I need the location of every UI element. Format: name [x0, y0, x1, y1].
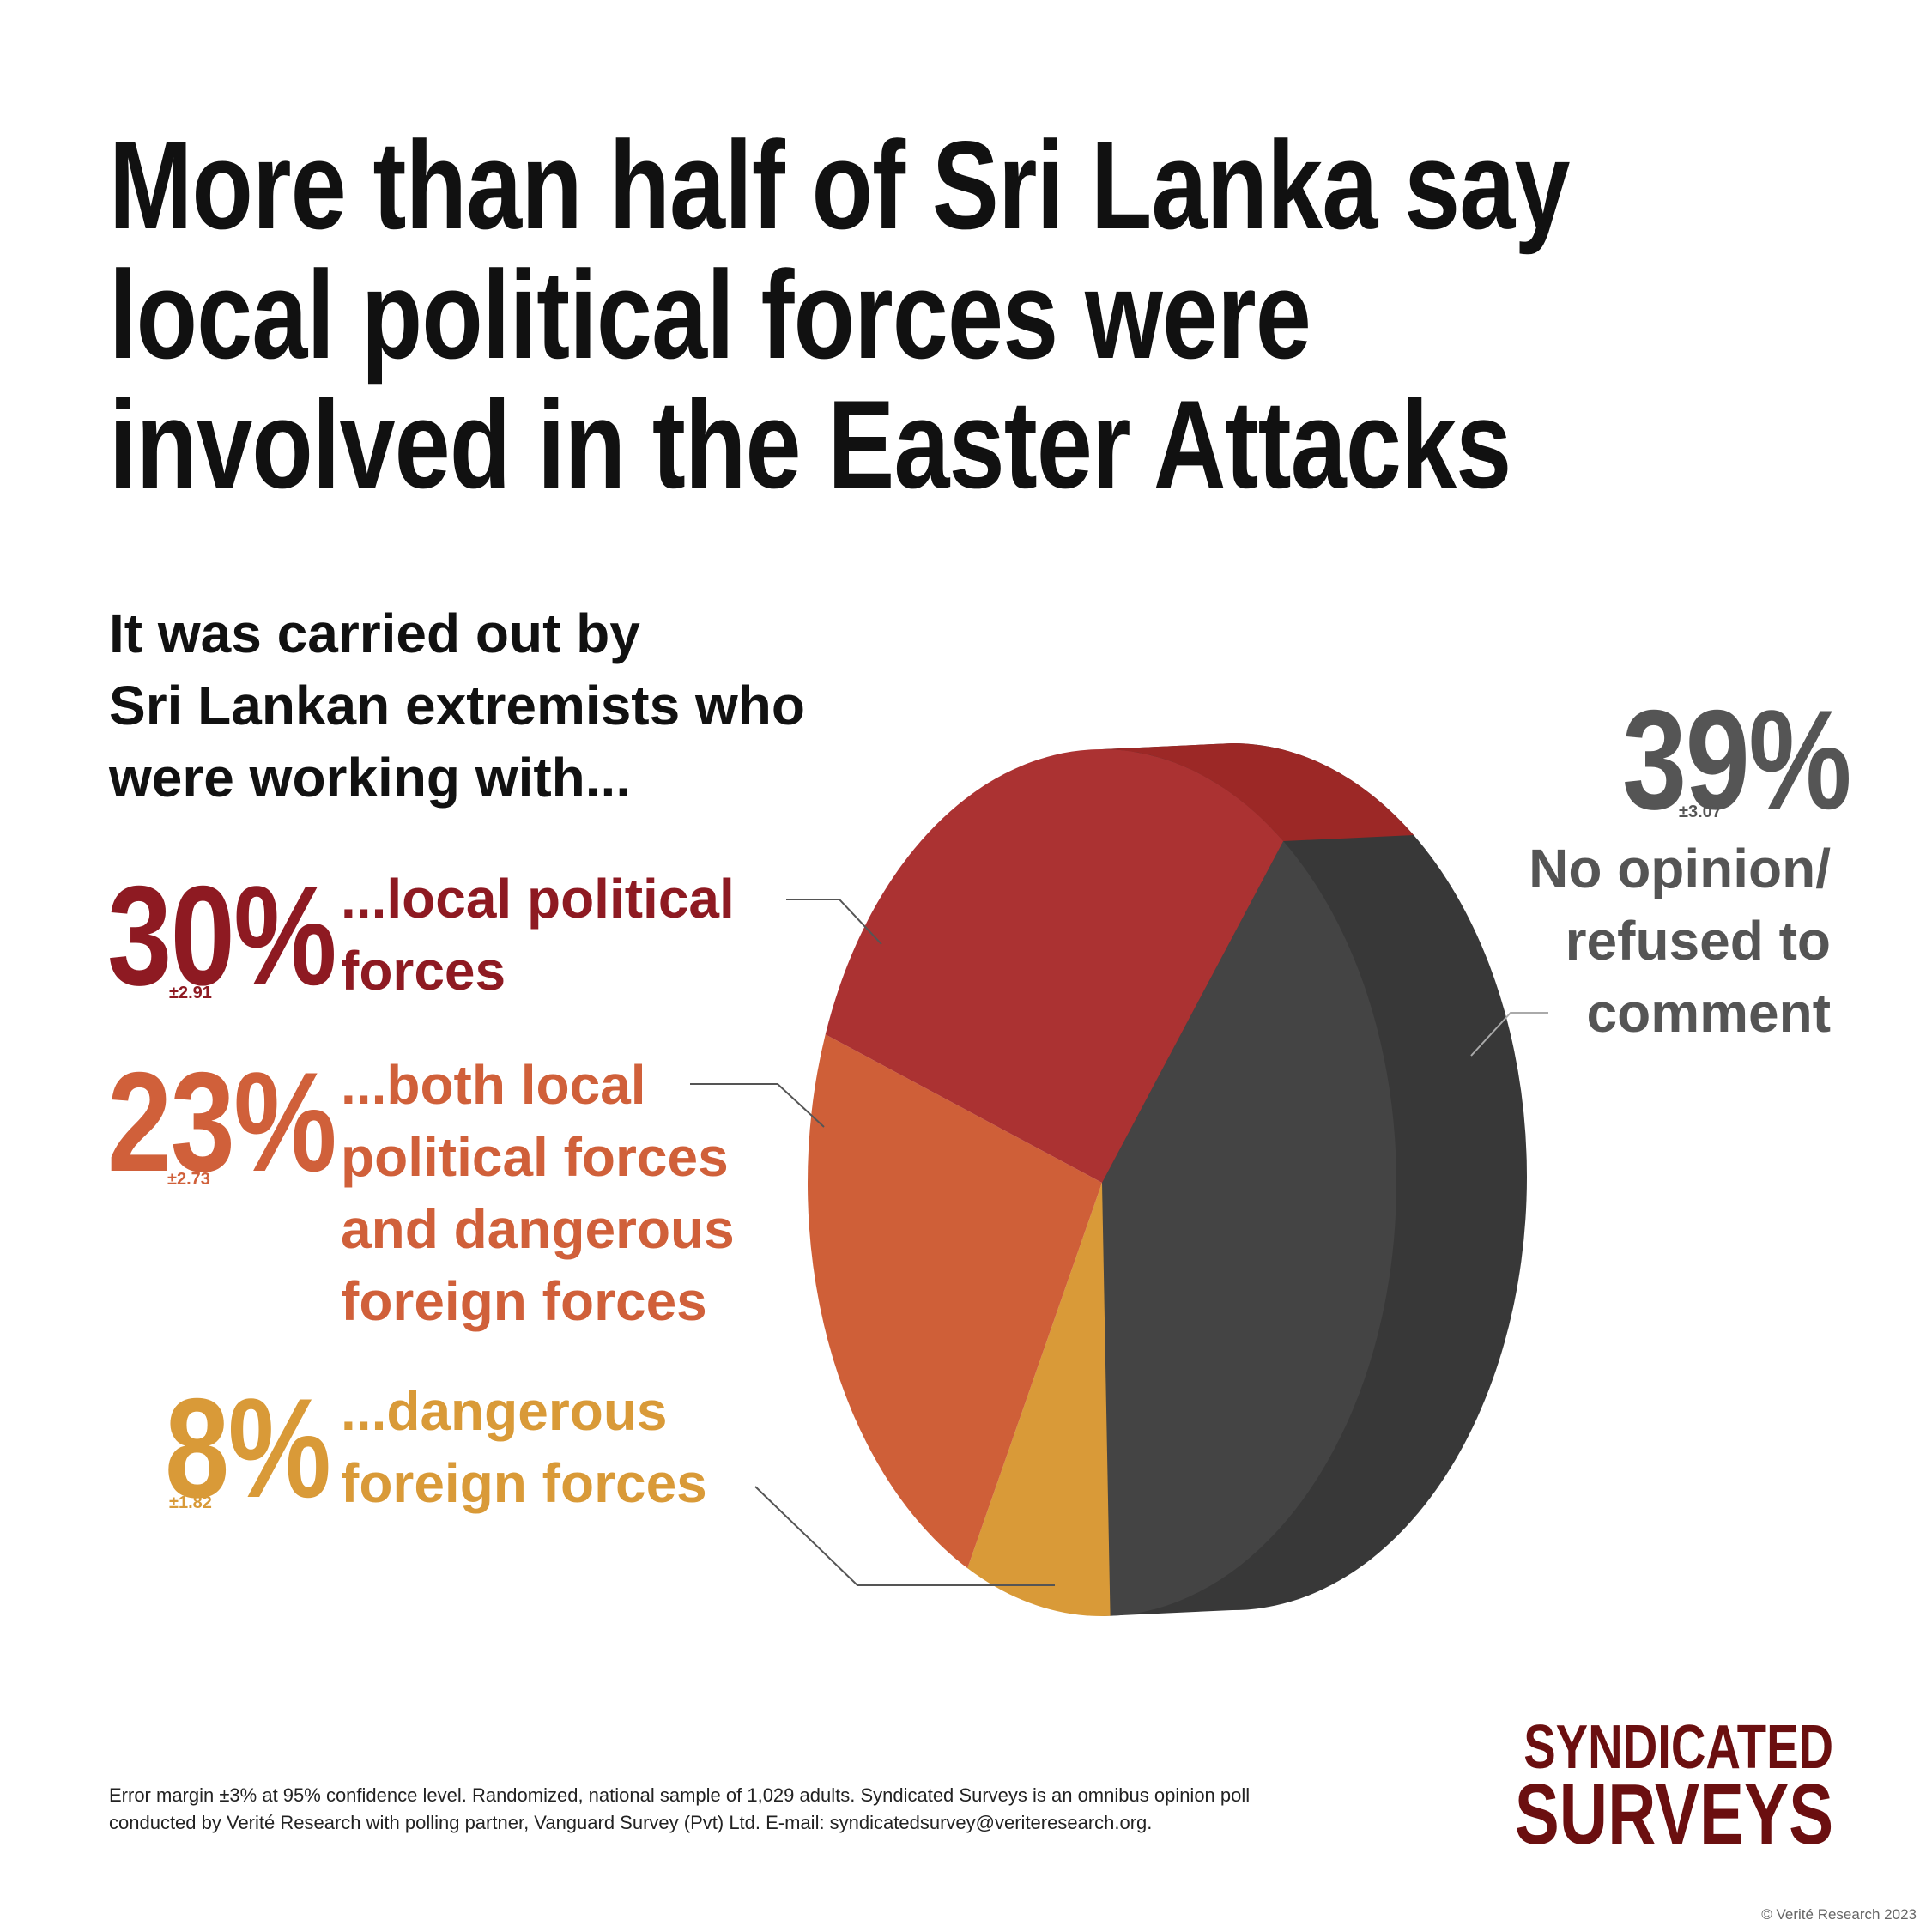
label-line: ...local political — [341, 868, 735, 930]
methodology-note: Error margin ±3% at 95% confidence level… — [109, 1782, 1250, 1837]
label-line: comment — [1586, 982, 1832, 1044]
note-line: Error margin ±3% at 95% confidence level… — [109, 1784, 1251, 1806]
question-line: It was carried out by — [109, 603, 640, 664]
pie-side-red — [1102, 743, 1414, 842]
label-line: ...both local — [341, 1054, 646, 1116]
headline-line: local political forces were — [109, 245, 1311, 385]
label-line: No opinion/ — [1529, 838, 1831, 899]
margin-no-opinion: ±3.07 — [1679, 802, 1722, 821]
margin-both: ±2.73 — [167, 1170, 210, 1189]
question-text: It was carried out by Sri Lankan extremi… — [109, 597, 805, 814]
label-line: ...dangerous — [341, 1380, 668, 1442]
headline-line: More than half of Sri Lanka say — [109, 115, 1570, 255]
leader-line — [1470, 1012, 1548, 1057]
note-line: conducted by Verité Research with pollin… — [109, 1812, 1153, 1833]
margin-foreign: ±1.82 — [169, 1493, 212, 1512]
value-both: 23% — [107, 1043, 337, 1201]
question-line: were working with... — [109, 747, 632, 809]
logo-line: SYNDICATED — [1523, 1713, 1833, 1782]
label-line: political forces — [341, 1126, 729, 1188]
headline: More than half of Sri Lanka say local po… — [109, 120, 1570, 509]
label-no-opinion: No opinion/ refused to comment — [1529, 833, 1831, 1049]
pie-slice — [825, 749, 1284, 1183]
syndicated-surveys-logo: SYNDICATED SURVEYS — [1514, 1713, 1833, 1862]
label-foreign: ...dangerous foreign forces — [341, 1375, 707, 1519]
label-line: foreign forces — [341, 1452, 707, 1514]
value-no-opinion: 39% — [1622, 681, 1852, 839]
copyright: © Verité Research 2023 — [1761, 1906, 1917, 1923]
question-line: Sri Lankan extremists who — [109, 675, 805, 736]
margin-local-political: ±2.91 — [169, 984, 212, 1002]
leader-line — [786, 899, 882, 945]
logo-line: SURVEYS — [1514, 1766, 1833, 1862]
label-line: refused to — [1565, 910, 1831, 972]
headline-line: involved in the Easter Attacks — [109, 374, 1511, 514]
label-line: foreign forces — [341, 1270, 707, 1332]
label-both: ...both local political forces and dange… — [341, 1049, 735, 1337]
leader-line — [690, 1083, 825, 1128]
value-foreign: 8% — [165, 1369, 331, 1527]
label-line: forces — [341, 940, 506, 1002]
pie-slice — [808, 1034, 1102, 1569]
leader-line — [754, 1486, 1055, 1586]
pie-slice — [1102, 841, 1397, 1616]
pie-slice — [967, 1183, 1111, 1616]
label-line: and dangerous — [341, 1198, 735, 1260]
label-local-political: ...local political forces — [341, 863, 735, 1007]
value-local-political: 30% — [107, 857, 337, 1014]
